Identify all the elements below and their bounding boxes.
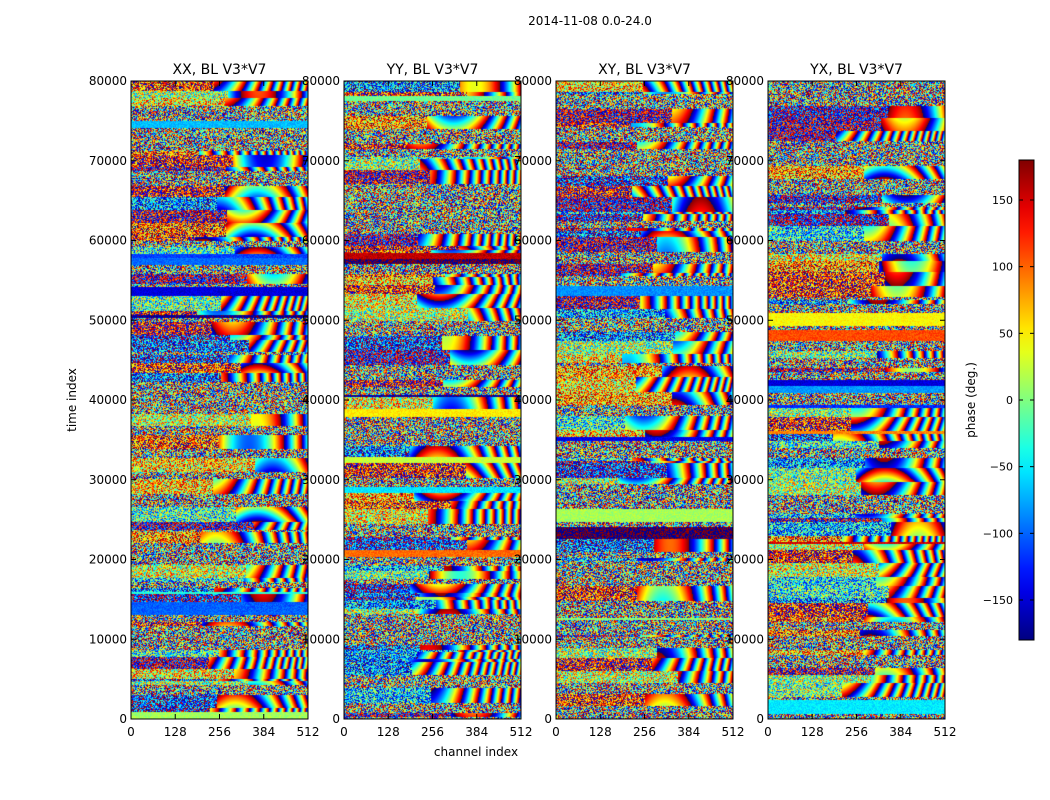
- y-tick-label: 20000: [89, 553, 127, 567]
- panel-title: YX, BL V3*V7: [809, 62, 903, 78]
- x-tick-label: 256: [633, 725, 656, 739]
- y-tick-label: 60000: [302, 234, 340, 248]
- panel-title: XX, BL V3*V7: [173, 62, 267, 78]
- y-tick-label: 70000: [514, 154, 552, 168]
- colorbar-tick-label: −150: [983, 594, 1013, 607]
- y-tick-label: 40000: [302, 393, 340, 407]
- y-tick-label: 0: [756, 712, 764, 726]
- x-tick-label: 384: [889, 725, 912, 739]
- x-tick-label: 0: [552, 725, 560, 739]
- phase-heatmap-xx: [131, 81, 308, 719]
- x-tick-label: 384: [252, 725, 275, 739]
- x-tick-label: 256: [421, 725, 444, 739]
- y-tick-label: 70000: [89, 154, 127, 168]
- y-tick-label: 80000: [514, 74, 552, 88]
- y-tick-label: 40000: [514, 393, 552, 407]
- y-tick-label: 40000: [726, 393, 764, 407]
- colorbar-tick-label: 150: [992, 194, 1013, 207]
- x-tick-label: 512: [934, 725, 957, 739]
- y-tick-label: 30000: [302, 473, 340, 487]
- y-tick-label: 10000: [89, 632, 127, 646]
- x-tick-label: 512: [722, 725, 745, 739]
- y-axis-label: time index: [65, 368, 79, 432]
- x-tick-label: 0: [127, 725, 135, 739]
- y-tick-label: 10000: [302, 632, 340, 646]
- colorbar-tick-label: 100: [992, 261, 1013, 274]
- y-tick-label: 70000: [726, 154, 764, 168]
- y-tick-label: 80000: [302, 74, 340, 88]
- phase-heatmap-yy: [344, 81, 521, 719]
- x-tick-label: 128: [377, 725, 400, 739]
- panel-yx: YX, BL V3*V7 0 128 256 384 512 0 10000 20000 3000…: [726, 62, 957, 739]
- y-tick-label: 60000: [726, 234, 764, 248]
- y-tick-label: 40000: [89, 393, 127, 407]
- x-tick-label: 256: [845, 725, 868, 739]
- colorbar-tick-label: 0: [1006, 394, 1013, 407]
- y-tick-label: 20000: [302, 553, 340, 567]
- colorbar-tick-label: 50: [999, 327, 1013, 340]
- x-tick-label: 128: [164, 725, 187, 739]
- figure-suptitle: 2014-11-08 0.0-24.0: [528, 14, 652, 28]
- y-tick-label: 50000: [514, 313, 552, 327]
- colorbar-tick-label: −50: [990, 461, 1013, 474]
- phase-heatmap-xy: [556, 81, 733, 719]
- y-tick-label: 50000: [302, 313, 340, 327]
- y-tick-label: 50000: [89, 313, 127, 327]
- panel-xx: XX, BL V3*V7 0 128 256 384 512 0 10000 20000 3000…: [89, 62, 320, 739]
- y-tick-label: 50000: [726, 313, 764, 327]
- x-tick-label: 384: [465, 725, 488, 739]
- y-tick-label: 60000: [514, 234, 552, 248]
- colorbar-label: phase (deg.): [964, 362, 978, 438]
- y-tick-label: 10000: [726, 632, 764, 646]
- y-tick-label: 70000: [302, 154, 340, 168]
- x-tick-label: 384: [677, 725, 700, 739]
- y-tick-label: 20000: [514, 553, 552, 567]
- x-tick-label: 0: [764, 725, 772, 739]
- x-tick-label: 256: [208, 725, 231, 739]
- phase-heatmap-yx: [768, 81, 945, 719]
- panel-title: YY, BL V3*V7: [386, 62, 479, 78]
- x-tick-label: 0: [340, 725, 348, 739]
- y-tick-label: 30000: [726, 473, 764, 487]
- colorbar-tick-label: −100: [983, 527, 1013, 540]
- y-tick-label: 0: [119, 712, 127, 726]
- y-tick-label: 0: [332, 712, 340, 726]
- panel-xy: XY, BL V3*V7 0 128 256 384 512 0 10000 20000 3000…: [514, 62, 745, 739]
- y-tick-label: 60000: [89, 234, 127, 248]
- x-tick-label: 128: [589, 725, 612, 739]
- y-tick-label: 80000: [726, 74, 764, 88]
- panel-title: XY, BL V3*V7: [598, 62, 691, 78]
- y-tick-label: 20000: [726, 553, 764, 567]
- x-tick-label: 512: [297, 725, 320, 739]
- panel-yy: YY, BL V3*V7 0 128 256 384 512 0 10000 20000 3000…: [302, 62, 533, 739]
- y-tick-label: 0: [544, 712, 552, 726]
- y-tick-label: 30000: [514, 473, 552, 487]
- y-tick-label: 30000: [89, 473, 127, 487]
- x-tick-label: 128: [801, 725, 824, 739]
- y-tick-label: 80000: [89, 74, 127, 88]
- y-tick-label: 10000: [514, 632, 552, 646]
- x-axis-label: channel index: [434, 745, 518, 759]
- x-tick-label: 512: [510, 725, 533, 739]
